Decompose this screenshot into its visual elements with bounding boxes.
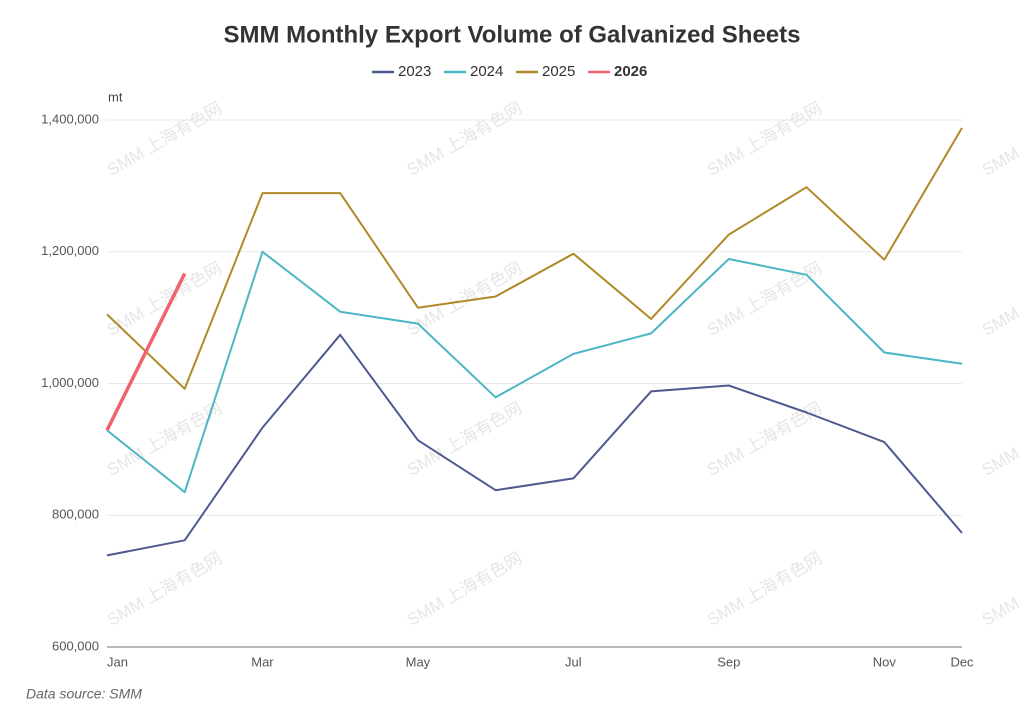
watermark: SMM 上海有色网 bbox=[404, 549, 526, 630]
watermark: SMM 上海有色网 bbox=[979, 259, 1024, 340]
x-tick-label: Dec bbox=[950, 654, 974, 669]
legend-label[interactable]: 2025 bbox=[542, 63, 575, 80]
watermark: SMM 上海有色网 bbox=[704, 549, 826, 630]
x-tick-label: May bbox=[406, 654, 431, 669]
y-tick-label: 600,000 bbox=[52, 638, 99, 653]
watermark: SMM 上海有色网 bbox=[979, 399, 1024, 480]
legend-label[interactable]: 2024 bbox=[470, 63, 503, 80]
watermark: SMM 上海有色网 bbox=[104, 99, 226, 180]
watermark: SMM 上海有色网 bbox=[979, 99, 1024, 180]
x-tick-label: Sep bbox=[717, 654, 740, 669]
y-unit: mt bbox=[108, 89, 123, 104]
watermark: SMM 上海有色网 bbox=[704, 399, 826, 480]
watermark: SMM 上海有色网 bbox=[704, 99, 826, 180]
x-tick-label: Mar bbox=[251, 654, 274, 669]
y-tick-label: 1,400,000 bbox=[41, 111, 99, 126]
legend-label[interactable]: 2026 bbox=[614, 63, 647, 80]
series-line bbox=[106, 127, 963, 390]
watermark: SMM 上海有色网 bbox=[404, 99, 526, 180]
data-source: Data source: SMM bbox=[26, 686, 142, 702]
series-line bbox=[105, 272, 187, 432]
watermark: SMM 上海有色网 bbox=[979, 549, 1024, 630]
y-tick-label: 1,200,000 bbox=[41, 243, 99, 258]
chart-title: SMM Monthly Export Volume of Galvanized … bbox=[224, 21, 801, 48]
series-line bbox=[106, 250, 963, 494]
x-tick-label: Nov bbox=[873, 654, 897, 669]
watermark: SMM 上海有色网 bbox=[704, 259, 826, 340]
watermark: SMM 上海有色网 bbox=[404, 399, 526, 480]
y-tick-label: 800,000 bbox=[52, 507, 99, 522]
x-tick-label: Jan bbox=[107, 654, 128, 669]
y-tick-label: 1,000,000 bbox=[41, 375, 99, 390]
watermark: SMM 上海有色网 bbox=[104, 399, 226, 480]
x-tick-label: Jul bbox=[565, 654, 582, 669]
watermark: SMM 上海有色网 bbox=[104, 549, 226, 630]
series-line bbox=[106, 333, 963, 557]
legend-label[interactable]: 2023 bbox=[398, 63, 431, 80]
